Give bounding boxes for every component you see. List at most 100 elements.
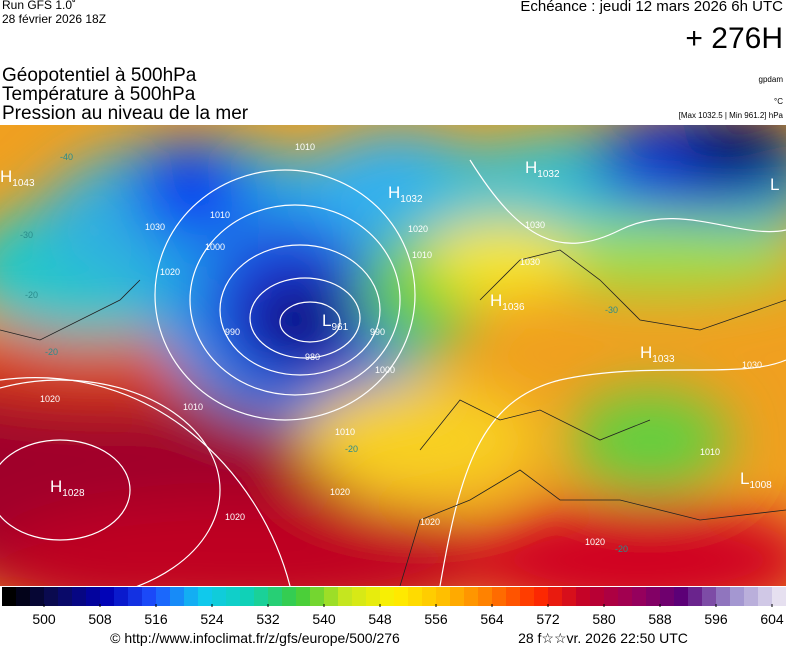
pressure-center: L bbox=[770, 175, 779, 194]
center-letter: H bbox=[640, 343, 652, 362]
colorbar-swatch bbox=[324, 587, 339, 606]
colorbar-tick-label: 564 bbox=[480, 611, 504, 627]
center-letter: H bbox=[50, 477, 62, 496]
colorbar-swatch bbox=[646, 587, 661, 606]
colorbar-swatch bbox=[268, 587, 283, 606]
colorbar-swatch bbox=[618, 587, 633, 606]
colorbar-swatch bbox=[44, 587, 59, 606]
colorbar-swatch bbox=[688, 587, 703, 606]
center-letter: L bbox=[322, 311, 331, 330]
colorbar-swatch bbox=[422, 587, 437, 606]
colorbar-swatch bbox=[674, 587, 689, 606]
colorbar-swatch bbox=[716, 587, 731, 606]
colorbar-swatch bbox=[16, 587, 31, 606]
colorbar-swatch bbox=[30, 587, 45, 606]
colorbar-swatch bbox=[86, 587, 101, 606]
contour-label: -20 bbox=[25, 290, 38, 300]
run-label: Run GFS 1.0˚ bbox=[2, 0, 76, 12]
contour-label: 1020 bbox=[160, 267, 180, 277]
colorbar-swatch bbox=[338, 587, 353, 606]
colorbar-swatch bbox=[576, 587, 591, 606]
colorbar-swatch bbox=[100, 587, 115, 606]
contour-label: 1020 bbox=[408, 224, 428, 234]
colorbar-swatch bbox=[142, 587, 157, 606]
colorbar-swatch bbox=[198, 587, 213, 606]
contour-label: 1010 bbox=[295, 142, 315, 152]
pressure-range: [Max 1032.5 | Min 961.2] hPa bbox=[679, 111, 784, 120]
colorbar-tick-label: 508 bbox=[88, 611, 112, 627]
pressure-center: L1008 bbox=[740, 469, 772, 491]
contour-label: 1030 bbox=[145, 222, 165, 232]
colorbar-tick-label: 524 bbox=[200, 611, 224, 627]
colorbar: 500 508 516 524 532 540 548 556 564 572 580 588 596 6… bbox=[2, 587, 786, 627]
contour-label: -20 bbox=[345, 444, 358, 454]
layer-title: Température à 500hPa bbox=[2, 84, 196, 105]
center-value: 1036 bbox=[502, 302, 525, 313]
colorbar-swatch bbox=[660, 587, 675, 606]
contour-label: -20 bbox=[45, 347, 58, 357]
center-letter: H bbox=[490, 291, 502, 310]
colorbar-tick-label: 588 bbox=[648, 611, 672, 627]
contour-label: 1000 bbox=[375, 365, 395, 375]
colorbar-swatch bbox=[772, 587, 786, 606]
pressure-center: H1033 bbox=[640, 343, 675, 365]
contour-label: 1010 bbox=[700, 447, 720, 457]
colorbar-tick-label: 548 bbox=[368, 611, 392, 627]
lead-time: + 276H bbox=[685, 22, 783, 55]
forecast-time: Echéance : jeudi 12 mars 2026 6h UTC bbox=[520, 0, 783, 15]
colorbar-swatch bbox=[212, 587, 227, 606]
colorbar-tick-label: 604 bbox=[760, 611, 784, 627]
colorbar-swatch bbox=[464, 587, 479, 606]
colorbar-tick-label: 572 bbox=[536, 611, 560, 627]
colorbar-swatch bbox=[562, 587, 577, 606]
unit-label: gpdam bbox=[759, 75, 784, 84]
colorbar-swatch bbox=[58, 587, 73, 606]
colorbar-swatch bbox=[128, 587, 143, 606]
colorbar-swatch bbox=[380, 587, 395, 606]
contour-label: 1030 bbox=[742, 360, 762, 370]
colorbar-swatch bbox=[548, 587, 563, 606]
colorbar-swatch bbox=[520, 587, 535, 606]
colorbar-swatch bbox=[394, 587, 409, 606]
center-value: 1028 bbox=[62, 488, 85, 499]
center-value: 1043 bbox=[12, 178, 35, 189]
colorbar-tick-label: 580 bbox=[592, 611, 616, 627]
colorbar-swatch bbox=[254, 587, 269, 606]
center-letter: H bbox=[0, 167, 12, 186]
colorbar-tick-label: 532 bbox=[256, 611, 280, 627]
colorbar-swatch bbox=[478, 587, 493, 606]
source-link[interactable]: © http://www.infoclimat.fr/z/gfs/europe/… bbox=[110, 630, 400, 646]
contour-label: 1000 bbox=[205, 242, 225, 252]
contour-label: 1010 bbox=[210, 210, 230, 220]
colorbar-swatch bbox=[492, 587, 507, 606]
contour-label: 1020 bbox=[585, 537, 605, 547]
pressure-center: H1028 bbox=[50, 477, 85, 499]
colorbar-tick-label: 516 bbox=[144, 611, 168, 627]
contour-label: 1010 bbox=[183, 402, 203, 412]
pressure-center: H1032 bbox=[388, 183, 423, 205]
contour-label: 1030 bbox=[525, 220, 545, 230]
contour-label: 980 bbox=[305, 352, 320, 362]
center-value: 1008 bbox=[749, 480, 772, 491]
colorbar-swatch bbox=[604, 587, 619, 606]
colorbar-tick-label: 500 bbox=[32, 611, 56, 627]
center-letter: H bbox=[525, 158, 537, 177]
colorbar-tick-label: 596 bbox=[704, 611, 728, 627]
center-letter: L bbox=[740, 469, 749, 488]
center-letter: H bbox=[388, 183, 400, 202]
center-value: 1033 bbox=[652, 354, 675, 365]
contour-label: 1030 bbox=[520, 257, 540, 267]
colorbar-swatch bbox=[72, 587, 87, 606]
layer-title: Géopotentiel à 500hPa bbox=[2, 65, 197, 86]
pressure-center: L961 bbox=[322, 311, 349, 333]
colorbar-swatch bbox=[730, 587, 745, 606]
colorbar-tick-label: 556 bbox=[424, 611, 448, 627]
colorbar-tick-label: 540 bbox=[312, 611, 336, 627]
colorbar-swatch bbox=[702, 587, 717, 606]
colorbar-swatch bbox=[590, 587, 605, 606]
colorbar-swatch bbox=[506, 587, 521, 606]
contour-label: 1010 bbox=[335, 427, 355, 437]
contour-label: 990 bbox=[225, 327, 240, 337]
map bbox=[0, 125, 786, 586]
colorbar-swatch bbox=[240, 587, 255, 606]
